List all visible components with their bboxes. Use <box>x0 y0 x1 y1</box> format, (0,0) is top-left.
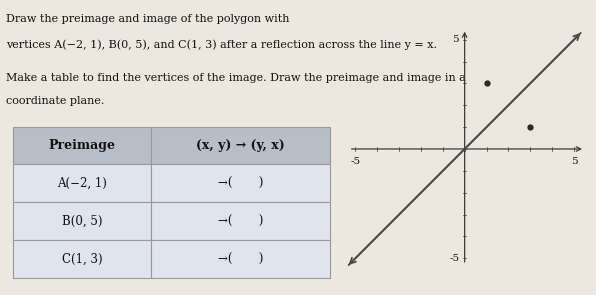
Bar <box>13 164 151 202</box>
Text: C(1, 3): C(1, 3) <box>61 253 103 266</box>
Text: Draw the preimage and image of the polygon with: Draw the preimage and image of the polyg… <box>6 14 290 24</box>
Bar <box>13 240 151 278</box>
Text: 5: 5 <box>452 35 459 44</box>
Bar <box>151 164 330 202</box>
Text: →(       ): →( ) <box>218 253 263 266</box>
Text: (x, y) → (y, x): (x, y) → (y, x) <box>196 139 285 152</box>
Text: -5: -5 <box>350 157 361 165</box>
Text: Make a table to find the vertices of the image. Draw the preimage and image in a: Make a table to find the vertices of the… <box>6 73 466 83</box>
Text: A(−2, 1): A(−2, 1) <box>57 177 107 190</box>
Text: →(       ): →( ) <box>218 215 263 228</box>
Bar <box>151 240 330 278</box>
Text: vertices A(−2, 1), B(0, 5), and C(1, 3) after a reflection across the line y = x: vertices A(−2, 1), B(0, 5), and C(1, 3) … <box>6 40 437 50</box>
Text: B(0, 5): B(0, 5) <box>62 215 103 228</box>
Text: 5: 5 <box>570 157 578 165</box>
Bar <box>13 127 151 164</box>
Text: coordinate plane.: coordinate plane. <box>6 96 104 106</box>
Text: Preimage: Preimage <box>48 139 116 152</box>
Text: →(       ): →( ) <box>218 177 263 190</box>
Bar <box>151 202 330 240</box>
Text: -5: -5 <box>449 254 459 263</box>
Bar <box>13 202 151 240</box>
Bar <box>151 127 330 164</box>
